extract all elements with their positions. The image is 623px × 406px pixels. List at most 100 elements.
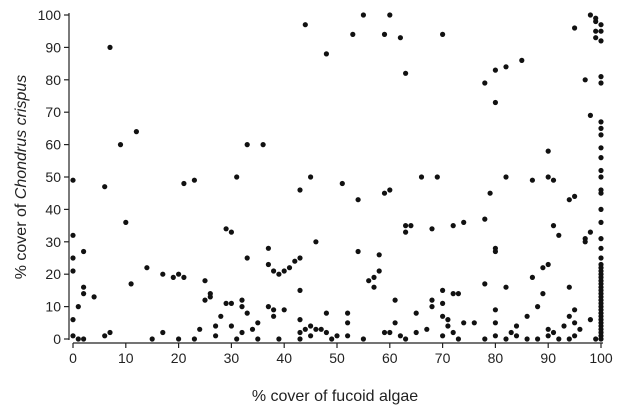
data-point bbox=[429, 304, 435, 310]
data-point bbox=[170, 274, 176, 280]
data-point bbox=[91, 294, 97, 300]
y-tick-label: 60 bbox=[45, 137, 61, 153]
data-point bbox=[323, 51, 329, 57]
x-tick-label: 80 bbox=[488, 350, 504, 366]
data-point bbox=[249, 326, 256, 332]
data-point bbox=[308, 174, 314, 180]
data-point bbox=[70, 268, 76, 274]
data-point bbox=[513, 323, 520, 329]
data-point bbox=[598, 190, 604, 196]
data-point bbox=[81, 336, 87, 342]
data-point bbox=[123, 219, 129, 225]
data-point bbox=[313, 326, 319, 332]
data-point bbox=[535, 336, 541, 342]
data-point bbox=[519, 57, 525, 64]
data-point bbox=[345, 333, 351, 339]
data-point bbox=[492, 245, 498, 251]
data-point bbox=[366, 278, 372, 284]
x-tick-label: 100 bbox=[589, 350, 613, 366]
y-tick-label: 80 bbox=[45, 72, 61, 88]
x-tick-label: 40 bbox=[276, 350, 292, 366]
data-point bbox=[323, 310, 329, 316]
data-point bbox=[255, 336, 261, 342]
data-point bbox=[128, 281, 134, 287]
data-point bbox=[440, 287, 446, 293]
data-point bbox=[281, 307, 287, 313]
data-point bbox=[471, 320, 477, 326]
data-point bbox=[144, 265, 150, 271]
data-point bbox=[598, 174, 604, 180]
data-point bbox=[197, 326, 203, 332]
y-tick-label: 90 bbox=[45, 39, 61, 55]
data-point bbox=[598, 38, 604, 44]
data-point bbox=[598, 236, 604, 242]
data-point bbox=[102, 333, 108, 339]
data-point bbox=[598, 245, 604, 251]
data-point bbox=[482, 281, 488, 287]
data-point bbox=[403, 336, 409, 342]
data-point bbox=[345, 310, 351, 316]
data-point bbox=[566, 197, 572, 203]
data-point bbox=[572, 193, 578, 199]
data-point bbox=[408, 223, 414, 229]
data-point bbox=[598, 219, 604, 225]
data-point bbox=[70, 317, 76, 323]
data-point bbox=[371, 274, 377, 280]
data-point bbox=[345, 320, 351, 326]
data-point bbox=[440, 31, 446, 37]
data-point bbox=[392, 297, 398, 303]
data-point bbox=[492, 67, 498, 73]
data-point bbox=[244, 255, 250, 261]
data-point bbox=[403, 229, 409, 235]
data-point bbox=[244, 142, 250, 148]
data-point bbox=[297, 317, 303, 323]
data-point bbox=[360, 336, 366, 342]
y-axis-title-species: Chondrus crispus bbox=[13, 75, 30, 200]
data-points bbox=[70, 12, 604, 342]
data-point bbox=[540, 265, 546, 271]
data-point bbox=[403, 70, 409, 76]
data-point bbox=[228, 323, 234, 329]
data-point bbox=[70, 333, 76, 339]
data-point bbox=[70, 177, 76, 183]
data-point bbox=[455, 336, 461, 342]
data-point bbox=[218, 313, 224, 319]
x-tick-label: 70 bbox=[435, 350, 451, 366]
data-point bbox=[292, 258, 298, 264]
data-point bbox=[529, 274, 536, 280]
data-point bbox=[207, 294, 213, 300]
data-point bbox=[598, 22, 604, 28]
x-tick-label: 90 bbox=[540, 350, 556, 366]
data-point bbox=[265, 304, 271, 310]
data-point bbox=[577, 326, 583, 332]
data-point bbox=[550, 177, 557, 183]
data-point bbox=[244, 310, 250, 316]
data-point bbox=[593, 35, 599, 41]
data-point bbox=[545, 326, 551, 332]
data-point bbox=[75, 336, 81, 342]
data-point bbox=[265, 245, 271, 251]
y-tick-label: 70 bbox=[45, 104, 61, 120]
data-point bbox=[181, 180, 187, 187]
data-point bbox=[397, 35, 403, 41]
data-point bbox=[286, 265, 293, 271]
y-tick-label: 0 bbox=[53, 331, 61, 347]
data-point bbox=[455, 291, 461, 297]
data-point bbox=[582, 77, 588, 83]
data-point bbox=[566, 313, 572, 319]
data-point bbox=[461, 219, 467, 225]
data-point bbox=[598, 74, 604, 80]
data-point bbox=[297, 329, 303, 336]
data-point bbox=[371, 284, 377, 290]
data-point bbox=[133, 129, 139, 135]
data-point bbox=[387, 187, 393, 193]
data-point bbox=[598, 255, 604, 261]
data-point bbox=[413, 310, 419, 316]
y-tick-label: 20 bbox=[45, 266, 61, 282]
data-point bbox=[202, 278, 208, 284]
data-point bbox=[308, 333, 314, 339]
data-point bbox=[598, 80, 604, 86]
data-point bbox=[434, 174, 440, 180]
data-point bbox=[550, 223, 557, 229]
data-point bbox=[276, 271, 282, 277]
